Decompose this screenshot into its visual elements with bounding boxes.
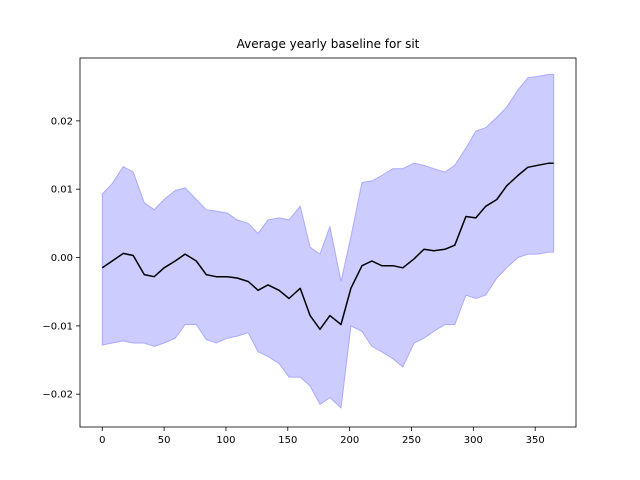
x-tick-label: 100: [216, 435, 235, 446]
chart-title: Average yearly baseline for sit: [237, 37, 420, 51]
x-axis: 0 50 100 150 200 250 300 350: [99, 427, 545, 446]
confidence-band: [101, 73, 555, 409]
axes-frame: [79, 57, 577, 428]
mean-line: [101, 162, 554, 331]
x-tick-label: 300: [464, 435, 483, 446]
y-tick-label: 0.01: [51, 185, 73, 196]
plot-area: [79, 57, 577, 428]
y-axis: −0.02 −0.01 0.00 0.01 0.02: [42, 116, 80, 401]
x-tick-label: 0: [99, 435, 105, 446]
x-tick-label: 250: [402, 435, 421, 446]
x-tick-label: 150: [278, 435, 297, 446]
x-tick-label: 50: [158, 435, 171, 446]
y-tick-label: 0.02: [51, 116, 73, 127]
x-tick-label: 200: [340, 435, 359, 446]
y-tick-label: −0.01: [42, 321, 73, 332]
y-tick-label: −0.02: [42, 390, 73, 401]
x-tick-label: 350: [526, 435, 545, 446]
y-tick-label: 0.00: [51, 253, 73, 264]
